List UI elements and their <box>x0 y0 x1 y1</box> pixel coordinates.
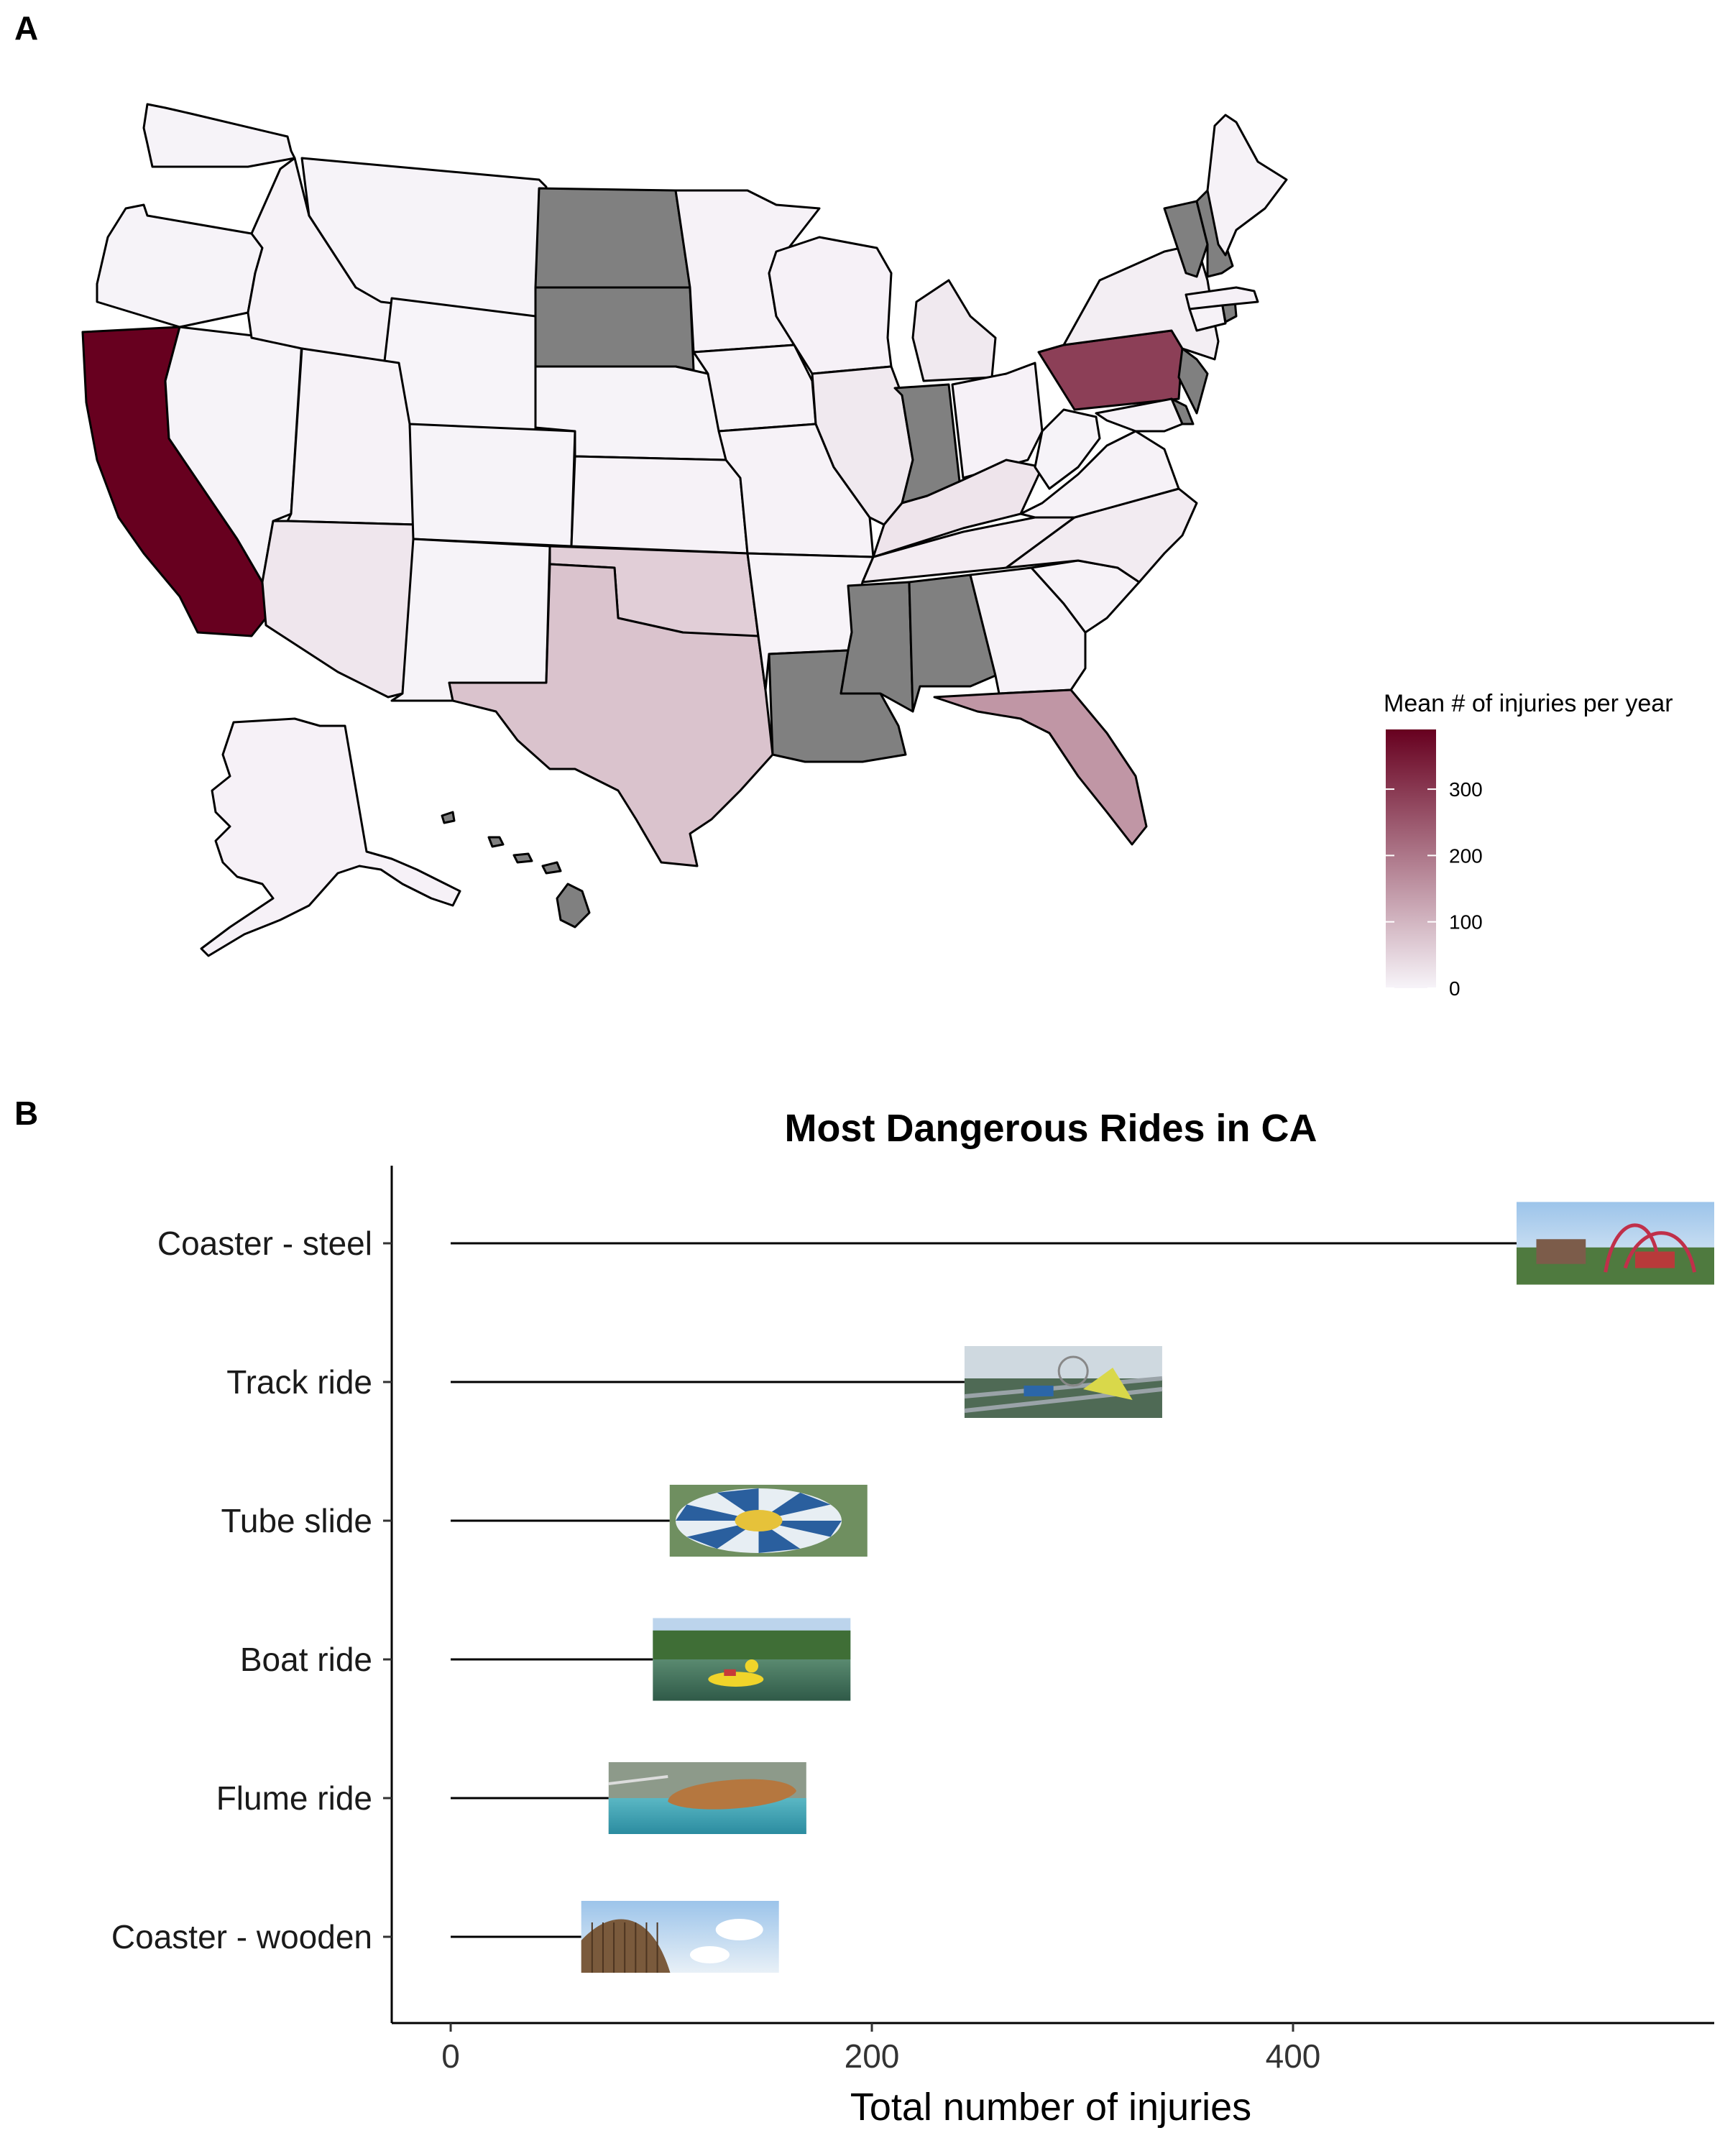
ride-image-tube-slide <box>669 1485 868 1557</box>
us-injury-map: Mean # of injuries per year 0 100 200 300 <box>81 103 1673 1000</box>
ride-image-flume-ride <box>608 1762 806 1834</box>
state-ohio <box>951 361 1044 479</box>
states-layer <box>81 103 1288 957</box>
legend-tick-label: 100 <box>1449 911 1483 934</box>
state-north-dakota <box>534 187 691 289</box>
state-new-mexico <box>390 538 551 702</box>
ride-image-boat-ride <box>653 1618 851 1701</box>
category-label-track-ride: Track ride <box>226 1363 372 1401</box>
category-label-boat-ride: Boat ride <box>240 1641 372 1678</box>
panel-label-a: A <box>14 9 39 47</box>
state-kentucky <box>872 459 1044 558</box>
state-kansas <box>570 455 749 555</box>
state-new-jersey <box>1177 347 1209 415</box>
legend-tick-label: 300 <box>1449 778 1483 801</box>
x-axis-title: Total number of injuries <box>850 2086 1251 2129</box>
category-label-coaster-wooden: Coaster - wooden <box>111 1918 372 1955</box>
x-ticks: 0 200 400 <box>441 2023 1320 2075</box>
legend-tick-label: 200 <box>1449 844 1483 867</box>
category-label-coaster-steel: Coaster - steel <box>157 1225 372 1262</box>
chart-title: Most Dangerous Rides in CA <box>784 1107 1317 1150</box>
state-oregon <box>96 203 264 328</box>
state-vermont <box>1163 200 1209 278</box>
state-alaska <box>200 717 461 957</box>
state-texas <box>448 563 774 867</box>
state-mississippi <box>840 581 914 713</box>
state-michigan <box>911 279 997 382</box>
state-massachusetts <box>1184 286 1259 310</box>
state-maryland <box>1095 397 1184 433</box>
state-florida <box>933 688 1148 846</box>
x-tick-label: 0 <box>441 2037 460 2075</box>
state-maine <box>1206 114 1288 257</box>
state-colorado <box>408 423 576 548</box>
state-west-virginia <box>1034 408 1101 490</box>
state-virginia <box>1019 430 1180 519</box>
legend-tick-label: 0 <box>1449 977 1460 1000</box>
panel-label-b: B <box>14 1095 39 1132</box>
ride-image-coaster-wooden <box>581 1901 779 1973</box>
state-washington <box>142 103 296 168</box>
x-tick-label: 200 <box>845 2037 900 2075</box>
state-pennsylvania <box>1037 329 1184 411</box>
category-label-flume-ride: Flume ride <box>216 1779 372 1817</box>
category-label-tube-slide: Tube slide <box>221 1502 372 1539</box>
ride-image-track-ride <box>964 1346 1163 1418</box>
state-hawaii <box>441 811 591 929</box>
legend-colorbar <box>1386 729 1436 988</box>
ride-image-coaster-steel <box>1517 1202 1714 1285</box>
legend-ticks: 0 100 200 300 <box>1386 778 1483 1000</box>
rides-chart: Most Dangerous Rides in CA Coaster - ste… <box>111 1107 1714 2129</box>
state-south-dakota <box>534 286 695 372</box>
legend-title: Mean # of injuries per year <box>1384 690 1673 717</box>
map-legend: Mean # of injuries per year 0 100 200 300 <box>1384 690 1673 1000</box>
bar-layer: Coaster - steel Track ride Tube slide Boat … <box>111 1202 1714 1973</box>
state-utah <box>286 347 418 526</box>
x-tick-label: 400 <box>1266 2037 1321 2075</box>
state-arizona <box>261 520 418 699</box>
